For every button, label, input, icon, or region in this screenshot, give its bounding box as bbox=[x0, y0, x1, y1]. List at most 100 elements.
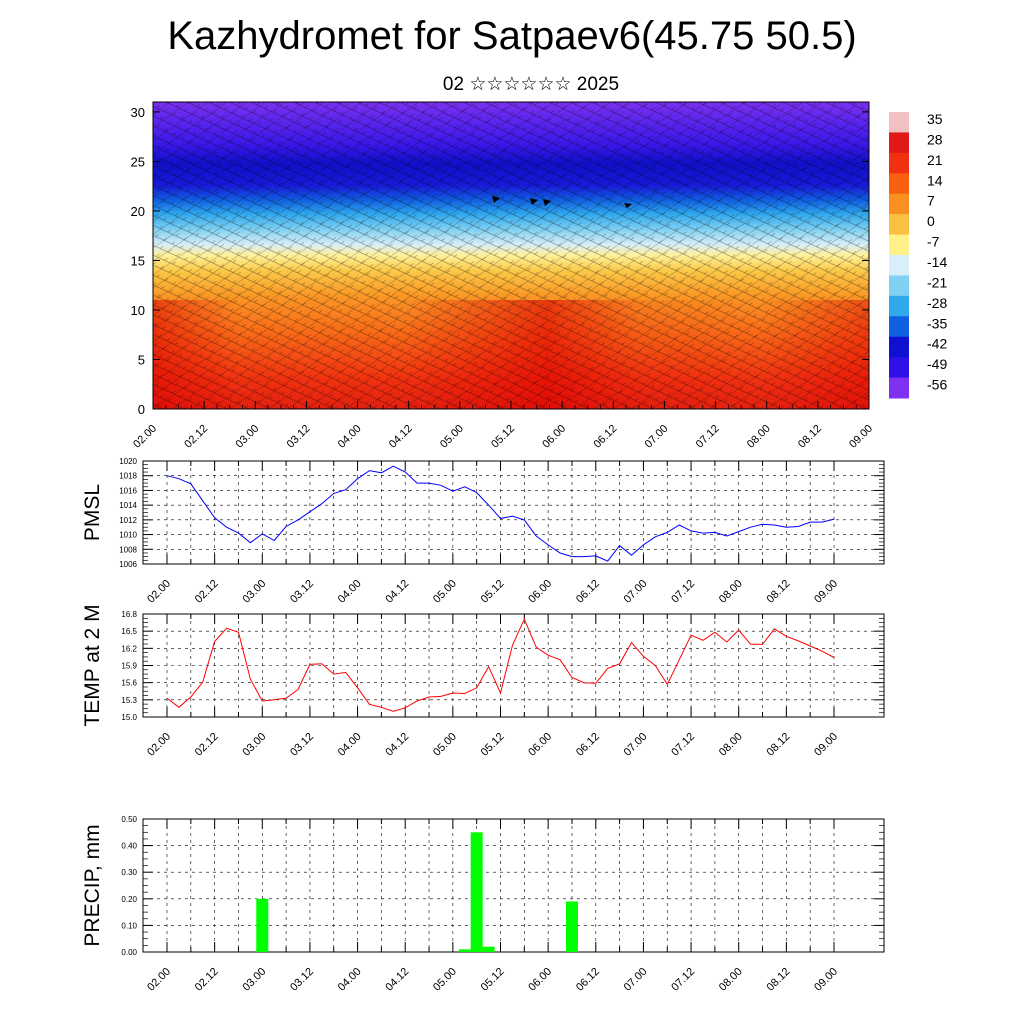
colorbar-swatch bbox=[889, 295, 909, 317]
x-tick-label: 02.00 bbox=[145, 731, 173, 759]
y-tick-label: 15.6 bbox=[121, 679, 137, 688]
x-tick-label: 02.12 bbox=[193, 966, 221, 994]
colorbar-label: 7 bbox=[927, 193, 935, 209]
x-tick-label: 03.12 bbox=[288, 578, 316, 606]
y-tick-label: 0.50 bbox=[121, 815, 137, 824]
x-tick-label: 02.12 bbox=[193, 578, 221, 606]
y-tick-label: 15.0 bbox=[121, 713, 137, 722]
colorbar-label: 35 bbox=[927, 111, 943, 127]
x-tick-label: 08.00 bbox=[717, 731, 745, 759]
chart-title: Kazhydromet for Satpaev6(45.75 50.5) bbox=[167, 14, 857, 58]
y-tick-label: 0 bbox=[138, 402, 145, 417]
colorbar-label: -42 bbox=[927, 336, 947, 352]
heatmap-y-axis: 0 5 10 15 20 25 30 bbox=[131, 105, 869, 417]
x-tick-label: 07.12 bbox=[669, 966, 697, 994]
x-tick-label: 06.12 bbox=[591, 423, 619, 451]
colorbar-swatch bbox=[889, 336, 909, 358]
colorbar-label: -28 bbox=[927, 295, 947, 311]
x-tick-label: 09.00 bbox=[812, 966, 840, 994]
y-tick-label: 15 bbox=[131, 253, 145, 268]
x-tick-label: 02.12 bbox=[193, 731, 221, 759]
chart-subtitle: 02 ☆☆☆☆☆☆ 2025 bbox=[442, 74, 620, 95]
x-tick-label: 08.00 bbox=[745, 423, 773, 451]
colorbar-label: 21 bbox=[927, 152, 943, 168]
x-tick-label: 08.12 bbox=[796, 423, 824, 451]
x-tick-label: 04.12 bbox=[383, 966, 411, 994]
x-tick-label: 03.12 bbox=[288, 966, 316, 994]
colorbar-label: 0 bbox=[927, 213, 935, 229]
x-tick-label: 09.00 bbox=[847, 423, 875, 451]
wind-flag bbox=[492, 196, 500, 203]
y-tick-label: 1014 bbox=[119, 501, 137, 510]
y-tick-label: 25 bbox=[131, 154, 145, 169]
wind-barbs-secondary bbox=[153, 102, 869, 409]
x-tick-label: 08.00 bbox=[717, 578, 745, 606]
colorbar-label: -14 bbox=[927, 254, 947, 270]
y-tick-label: 1016 bbox=[119, 486, 137, 495]
colorbar-swatch bbox=[889, 377, 909, 399]
y-tick-label: 0.40 bbox=[121, 842, 137, 851]
x-tick-label: 04.00 bbox=[336, 731, 364, 759]
plot-frame bbox=[142, 460, 885, 565]
y-tick-label: 1008 bbox=[119, 545, 137, 554]
colorbar-swatch bbox=[889, 214, 909, 236]
x-tick-label: 02.12 bbox=[182, 423, 210, 451]
x-tick-label: 03.00 bbox=[233, 423, 261, 451]
x-tick-label: 05.00 bbox=[431, 578, 459, 606]
x-tick-label: 02.00 bbox=[145, 578, 173, 606]
x-tick-label: 06.12 bbox=[574, 578, 602, 606]
x-tick-label: 03.00 bbox=[240, 578, 268, 606]
x-tick-label: 09.00 bbox=[812, 731, 840, 759]
y-tick-label: 0.10 bbox=[121, 921, 137, 930]
precip-bar bbox=[470, 832, 483, 952]
x-tick-label: 08.12 bbox=[765, 731, 793, 759]
colorbar-label: -35 bbox=[927, 315, 947, 331]
colorbar-label: 28 bbox=[927, 131, 943, 147]
y-tick-label: 16.2 bbox=[121, 644, 137, 653]
y-tick-label: 0.20 bbox=[121, 895, 137, 904]
y-tick-label: 0.30 bbox=[121, 868, 137, 877]
precip-bar bbox=[458, 949, 471, 952]
colorbar: 35 28 21 14 7 0 -7 -14 -21 -28 -35 -42 -49 -56 bbox=[889, 111, 947, 399]
pmsl-panel: 1006 1008 1010 1012 1014 1016 1018 1020 02.00 02.… bbox=[81, 457, 885, 606]
x-tick-label: 07.12 bbox=[694, 423, 722, 451]
x-tick-label: 02.00 bbox=[145, 966, 173, 994]
x-tick-label: 06.00 bbox=[526, 966, 554, 994]
colorbar-swatch bbox=[889, 316, 909, 338]
colorbar-label: -7 bbox=[927, 234, 940, 250]
colorbar-label: -49 bbox=[927, 356, 947, 372]
x-tick-label: 03.00 bbox=[240, 731, 268, 759]
y-axis-label: PMSL bbox=[81, 484, 104, 541]
x-tick-label: 08.00 bbox=[717, 966, 745, 994]
x-tick-label: 07.00 bbox=[622, 731, 650, 759]
x-tick-label: 07.12 bbox=[669, 578, 697, 606]
heatmap-panel: 0 5 10 15 20 25 30 02.00 02.12 03.00 03.12 04.00 04… bbox=[131, 101, 875, 451]
y-tick-label: 1018 bbox=[119, 472, 137, 481]
x-tick-label: 05.12 bbox=[489, 423, 517, 451]
y-tick-label: 1012 bbox=[119, 516, 137, 525]
x-tick-label: 03.12 bbox=[288, 731, 316, 759]
y-tick-label: 16.5 bbox=[121, 627, 137, 636]
y-tick-label: 5 bbox=[138, 352, 145, 367]
x-tick-label: 06.00 bbox=[526, 731, 554, 759]
y-axis-label: TEMP at 2 M bbox=[81, 604, 104, 726]
y-tick-label: 20 bbox=[131, 204, 145, 219]
colorbar-swatch bbox=[889, 132, 909, 154]
colorbar-label: -56 bbox=[927, 377, 947, 393]
plot-frame bbox=[142, 613, 885, 718]
colorbar-swatch bbox=[889, 152, 909, 174]
y-tick-label: 15.9 bbox=[121, 662, 137, 671]
colorbar-swatch bbox=[889, 275, 909, 297]
x-tick-label: 04.00 bbox=[336, 578, 364, 606]
x-tick-label: 06.12 bbox=[574, 966, 602, 994]
wind-flag bbox=[543, 199, 551, 206]
colorbar-swatch bbox=[889, 357, 909, 379]
wind-flag bbox=[624, 203, 632, 208]
x-tick-label: 03.12 bbox=[285, 423, 313, 451]
x-tick-label: 05.12 bbox=[479, 966, 507, 994]
x-tick-label: 09.00 bbox=[812, 578, 840, 606]
series-line bbox=[166, 465, 835, 562]
x-tick-label: 05.12 bbox=[479, 731, 507, 759]
y-tick-label: 15.3 bbox=[121, 696, 137, 705]
